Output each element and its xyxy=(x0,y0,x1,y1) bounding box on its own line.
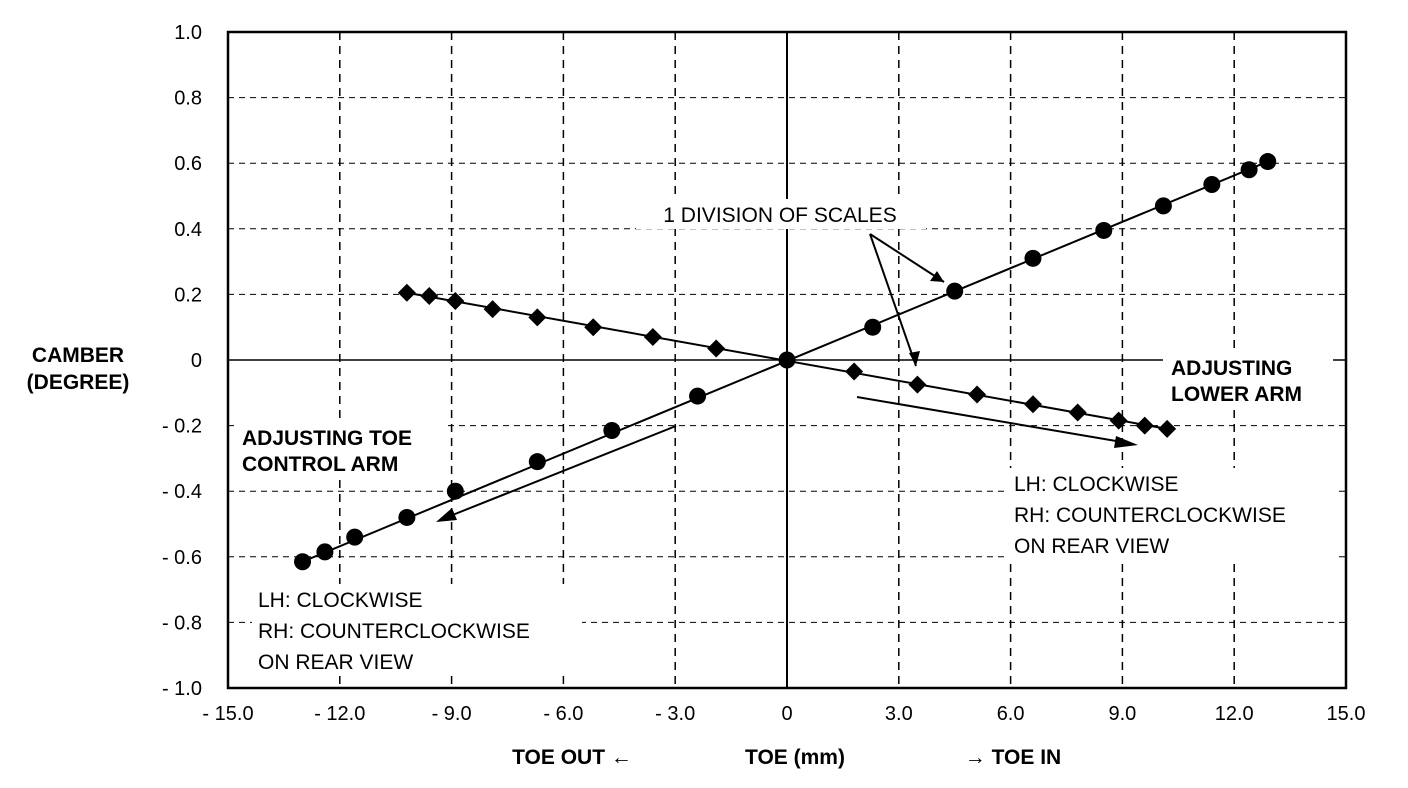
y-tick-label: 0.6 xyxy=(174,153,202,175)
lower-arm-arrow xyxy=(856,396,1138,448)
toe-arm-label-line2: CONTROL ARM xyxy=(242,453,398,476)
right-note-line3: ON REAR VIEW xyxy=(1014,535,1169,558)
x-tick-label: - 12.0 xyxy=(314,703,365,725)
data-point-diamond xyxy=(483,300,502,319)
data-point-circle xyxy=(528,453,546,471)
left-note-line2: RH: COUNTERCLOCKWISE xyxy=(258,620,530,643)
division-annotation: 1 DIVISION OF SCALES xyxy=(663,204,896,227)
data-point-diamond xyxy=(1158,419,1177,438)
x-tick-label: 15.0 xyxy=(1327,703,1366,725)
division-arrowhead-diamond xyxy=(909,351,920,366)
x-tick-label: 3.0 xyxy=(885,703,913,725)
lower-arm-label-bg xyxy=(1163,353,1333,409)
y-tick-label: - 0.8 xyxy=(162,612,202,634)
left-note-line1: LH: CLOCKWISE xyxy=(258,589,423,612)
data-point-diamond xyxy=(397,283,416,302)
y-tick-label: 0.4 xyxy=(174,219,202,241)
y-axis-label-line2: (DEGREE) xyxy=(27,371,130,394)
data-point-diamond xyxy=(1135,416,1154,435)
data-point-diamond xyxy=(1023,395,1042,414)
toe-arm-label-line1: ADJUSTING TOE xyxy=(242,427,412,450)
x-tick-label: 12.0 xyxy=(1215,703,1254,725)
x-axis-label-center: TOE (mm) xyxy=(745,746,845,769)
y-tick-label: 0.8 xyxy=(174,88,202,110)
toe-arm-label-bg xyxy=(236,422,446,478)
data-point-diamond xyxy=(908,375,927,394)
data-point-diamond xyxy=(845,362,864,381)
division-arrowhead-circle xyxy=(930,271,944,282)
y-tick-label: - 1.0 xyxy=(162,678,202,700)
left-note-bg xyxy=(252,584,582,676)
data-point-diamond xyxy=(528,308,547,327)
y-tick-label: - 0.2 xyxy=(162,416,202,438)
y-tick-label: 0 xyxy=(191,350,202,372)
data-marks xyxy=(294,153,1277,571)
data-point-diamond xyxy=(446,291,465,310)
data-point-circle xyxy=(316,543,334,561)
data-point-diamond xyxy=(420,287,439,306)
toe-control-arm-arrow xyxy=(436,425,677,522)
division-pointer-arrows xyxy=(869,233,945,367)
data-point-circle xyxy=(1203,176,1221,194)
data-point-circle xyxy=(1095,221,1113,239)
data-point-circle xyxy=(1240,161,1258,179)
data-point-diamond xyxy=(707,339,726,358)
lower-arm-label-line1: ADJUSTING xyxy=(1171,357,1292,380)
y-axis-label-line1: CAMBER xyxy=(32,344,124,367)
y-tick-label: - 0.6 xyxy=(162,547,202,569)
lower-arm-label-line2: LOWER ARM xyxy=(1171,383,1302,406)
x-tick-label: 9.0 xyxy=(1108,703,1136,725)
x-tick-label: 0 xyxy=(781,703,792,725)
data-point-diamond xyxy=(1109,411,1128,430)
data-point-circle xyxy=(864,318,882,336)
data-point-circle xyxy=(689,387,707,405)
data-point-diamond xyxy=(1068,403,1087,422)
data-point-circle xyxy=(946,282,964,300)
data-point-diamond xyxy=(968,385,987,404)
right-note-line1: LH: CLOCKWISE xyxy=(1014,473,1179,496)
y-tick-label: 0.2 xyxy=(174,284,202,306)
x-tick-label: 6.0 xyxy=(997,703,1025,725)
data-point-circle xyxy=(294,553,312,571)
x-tick-label: - 15.0 xyxy=(202,703,253,725)
y-tick-label: - 0.4 xyxy=(162,481,202,503)
x-tick-labels: - 15.0 - 12.0 - 9.0 - 6.0 - 3.0 0 3.0 6.0 9.0 12.… xyxy=(202,703,1365,725)
x-axis-label-right: → TOE IN xyxy=(965,746,1061,769)
left-note-line3: ON REAR VIEW xyxy=(258,651,413,674)
data-point-circle xyxy=(398,508,416,526)
right-note-bg xyxy=(1008,468,1338,560)
division-label-bg xyxy=(636,199,926,229)
y-tick-labels: 1.0 0.8 0.6 0.4 0.2 0 - 0.2 - 0.4 - 0.6 - 0.8 - 1.… xyxy=(162,22,202,700)
data-point-circle xyxy=(603,422,621,440)
data-point-circle xyxy=(1024,249,1042,267)
data-point-circle xyxy=(446,482,464,500)
data-point-diamond xyxy=(778,351,796,369)
data-point-circle xyxy=(1154,197,1172,215)
x-tick-label: - 9.0 xyxy=(432,703,472,725)
data-point-circle xyxy=(1259,153,1277,171)
x-tick-label: - 3.0 xyxy=(655,703,695,725)
data-point-diamond xyxy=(643,328,662,347)
x-tick-label: - 6.0 xyxy=(543,703,583,725)
data-point-diamond xyxy=(584,318,603,337)
x-axis-label-left: TOE OUT ← xyxy=(512,746,632,769)
y-tick-label: 1.0 xyxy=(174,22,202,44)
data-point-circle xyxy=(346,528,364,546)
right-note-line2: RH: COUNTERCLOCKWISE xyxy=(1014,504,1286,527)
